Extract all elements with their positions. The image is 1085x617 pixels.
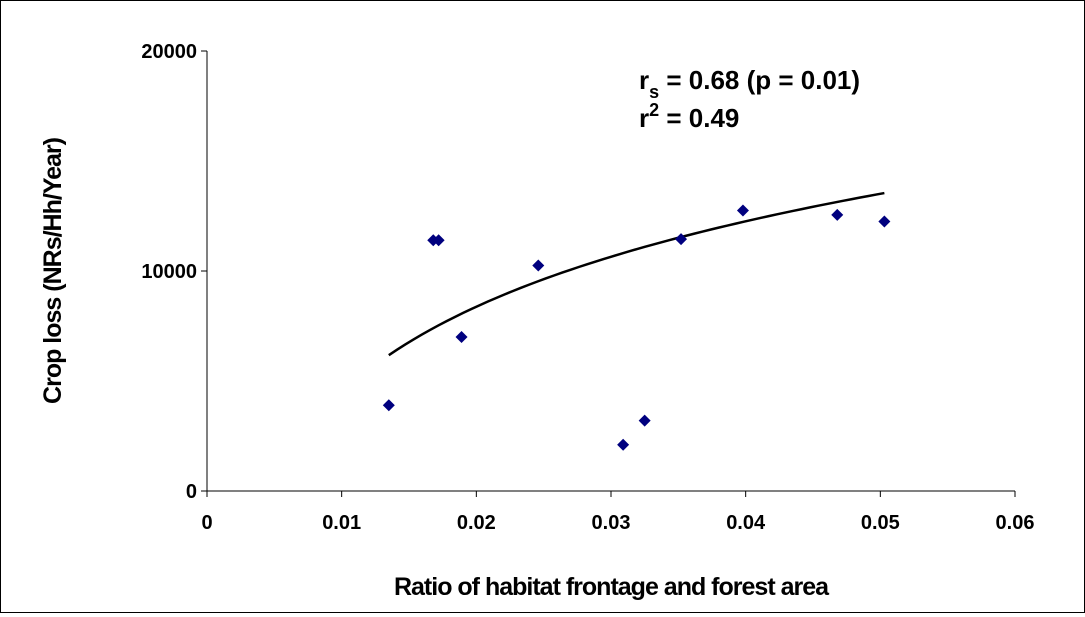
r2-annotation-main: r: [639, 103, 649, 133]
data-point: [638, 414, 651, 427]
y-tick-label: 10000: [141, 261, 197, 283]
x-tick-label: 0.04: [726, 512, 766, 534]
rs-annotation-main: r: [639, 65, 649, 95]
r2-annotation: r2 = 0.49: [639, 100, 739, 133]
data-point: [532, 259, 545, 272]
x-tick-label: 0.06: [996, 512, 1035, 534]
r2-annotation-sup: 2: [649, 100, 659, 120]
points-layer: [382, 204, 891, 451]
x-axis-title: Ratio of habitat frontage and forest are…: [394, 573, 830, 601]
data-point: [432, 234, 445, 247]
axes: 0 10000 20000 0 0.01 0.02 0.03 0.04 0.05 0.06: [141, 41, 1034, 534]
x-tick-label: 0.05: [861, 512, 900, 534]
x-tick-label: 0.01: [322, 512, 361, 534]
data-point: [455, 331, 468, 343]
rs-annotation-sub: s: [649, 82, 659, 102]
y-tick-label: 0: [186, 481, 197, 503]
x-tick-label: 0.02: [457, 512, 496, 534]
data-point: [736, 204, 749, 217]
data-point: [831, 208, 844, 221]
x-tick-label: 0.03: [592, 512, 631, 534]
x-tick-label: 0: [201, 512, 212, 534]
trendline-layer: [388, 191, 885, 357]
rs-annotation-rest: = 0.68 (p = 0.01): [659, 65, 860, 95]
data-point: [617, 438, 630, 451]
data-point: [382, 399, 395, 412]
r2-annotation-rest: = 0.49: [659, 103, 739, 133]
trendline: [388, 191, 885, 357]
rs-annotation: rs = 0.68 (p = 0.01): [639, 65, 860, 102]
data-point: [675, 233, 688, 246]
data-point: [878, 215, 891, 228]
y-axis-title: Crop loss (NRs/Hh/Year): [39, 137, 67, 404]
y-tick-label: 20000: [141, 41, 197, 63]
